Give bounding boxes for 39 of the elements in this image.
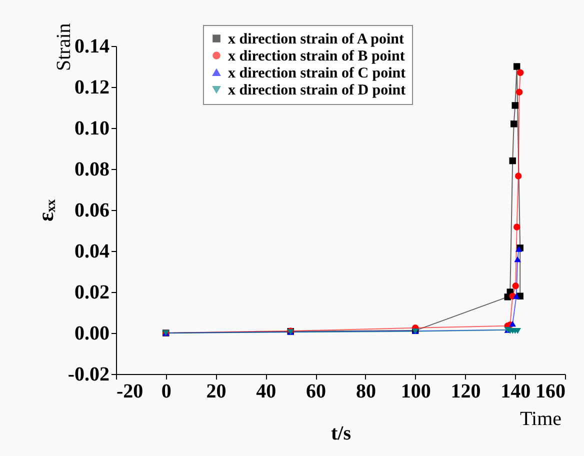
x-tick-label: 120 [450,380,481,402]
x-tick-label: 80 [356,380,376,402]
y-tick-label: 0.10 [74,118,110,140]
x-tick-label: 60 [306,380,326,402]
x-tick-label: 40 [256,380,276,402]
legend-label: x direction strain of B point [228,48,405,64]
x-tick-label: 140 [500,380,531,402]
x-tick-label: 160 [536,380,566,402]
y-tick-label: 0.12 [74,76,110,98]
point [514,256,521,262]
point [515,172,522,180]
point [516,88,523,96]
point [510,120,518,128]
point [516,69,524,76]
x-tick-label: 100 [400,380,431,402]
y-tick-label: 0.08 [74,158,110,180]
y-tick-label: 0.06 [74,200,110,222]
point [509,320,516,327]
y-tick-label: 0.04 [74,240,110,262]
text: Time [520,408,562,430]
x-tick-label: 20 [206,380,226,402]
point [514,224,520,230]
x-axis-title: t/s [331,422,352,444]
legend-label: x direction strain of C point [228,66,406,82]
y-tick-label: -0.02 [68,364,110,386]
y-tick-label: 0.02 [74,282,110,304]
text: Strain [53,23,75,71]
point [514,63,520,70]
x-tick-label: 0 [161,380,172,402]
legend-label: x direction strain of D point [228,82,406,98]
y-axis-title: εₓₓ [32,198,58,222]
point [513,293,520,300]
legend-label: x direction strain of A point [228,32,404,48]
point [512,282,519,290]
point [512,102,518,109]
x-tick-label: -20 [116,380,144,402]
y-tick-label: 0.14 [74,36,110,58]
point [509,157,516,164]
y-tick-label: 0.00 [74,322,110,344]
